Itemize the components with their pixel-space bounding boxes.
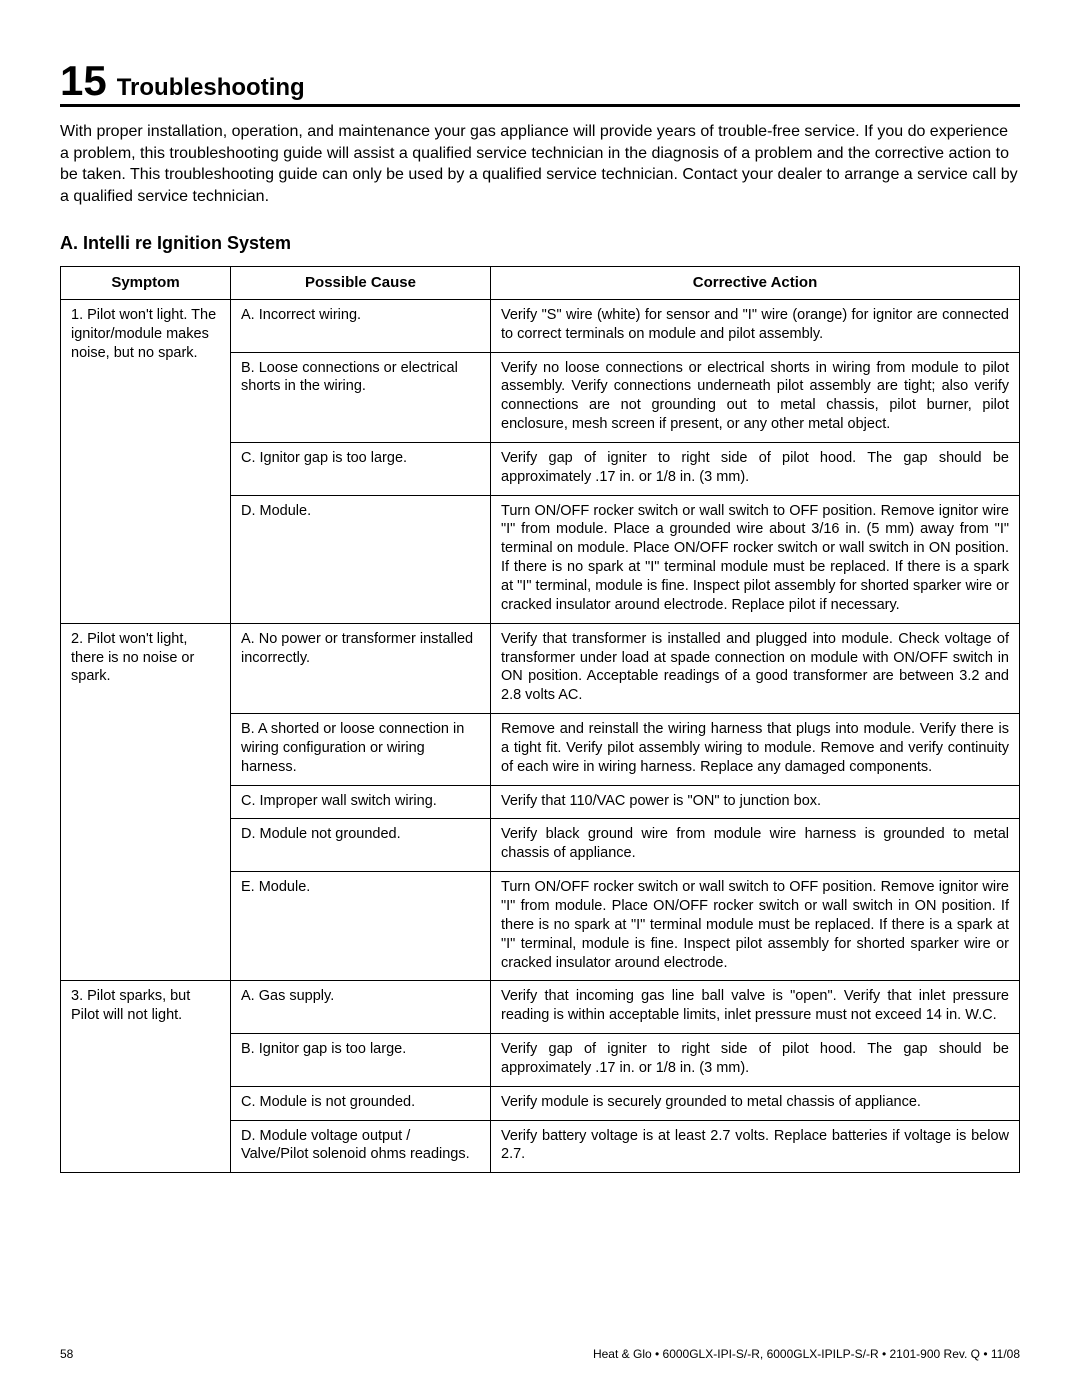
cause-cell: B. Ignitor gap is too large. [231,1034,491,1087]
cause-cell: D. Module not grounded. [231,819,491,872]
symptom-cell: 1. Pilot won't light. The ignitor/module… [61,299,231,623]
section-a-heading: A. Intelli re Ignition System [60,233,1020,254]
chapter-number: 15 [60,60,107,102]
cause-cell: B. Loose connections or electrical short… [231,352,491,442]
cause-cell: C. Improper wall switch wiring. [231,785,491,819]
action-cell: Verify battery voltage is at least 2.7 v… [491,1120,1020,1173]
symptom-cell: 3. Pilot sparks, but Pilot will not ligh… [61,981,231,1173]
action-cell: Remove and reinstall the wiring harness … [491,714,1020,786]
cause-cell: A. No power or transformer installed inc… [231,623,491,713]
action-cell: Verify that 110/VAC power is "ON" to jun… [491,785,1020,819]
cause-cell: A. Gas supply. [231,981,491,1034]
action-cell: Verify that incoming gas line ball valve… [491,981,1020,1034]
troubleshooting-table: Symptom Possible Cause Corrective Action… [60,266,1020,1173]
chapter-header: 15 Troubleshooting [60,60,1020,107]
action-cell: Verify gap of igniter to right side of p… [491,442,1020,495]
table-row: 1. Pilot won't light. The ignitor/module… [61,299,1020,352]
col-header-action: Corrective Action [491,267,1020,300]
cause-cell: B. A shorted or loose connection in wiri… [231,714,491,786]
cause-cell: D. Module voltage output / Valve/Pilot s… [231,1120,491,1173]
table-row: 3. Pilot sparks, but Pilot will not ligh… [61,981,1020,1034]
cause-cell: C. Ignitor gap is too large. [231,442,491,495]
chapter-title: Troubleshooting [117,74,305,102]
page-number: 58 [60,1347,73,1361]
page-footer: 58 Heat & Glo • 6000GLX-IPI-S/-R, 6000GL… [60,1347,1020,1361]
doc-info: Heat & Glo • 6000GLX-IPI-S/-R, 6000GLX-I… [593,1347,1020,1361]
col-header-cause: Possible Cause [231,267,491,300]
action-cell: Turn ON/OFF rocker switch or wall switch… [491,495,1020,623]
action-cell: Turn ON/OFF rocker switch or wall switch… [491,872,1020,981]
cause-cell: C. Module is not grounded. [231,1086,491,1120]
action-cell: Verify black ground wire from module wir… [491,819,1020,872]
action-cell: Verify no loose connections or electrica… [491,352,1020,442]
action-cell: Verify module is securely grounded to me… [491,1086,1020,1120]
action-cell: Verify "S" wire (white) for sensor and "… [491,299,1020,352]
intro-paragraph: With proper installation, operation, and… [60,121,1020,207]
cause-cell: E. Module. [231,872,491,981]
cause-cell: A. Incorrect wiring. [231,299,491,352]
col-header-symptom: Symptom [61,267,231,300]
action-cell: Verify that transformer is installed and… [491,623,1020,713]
action-cell: Verify gap of igniter to right side of p… [491,1034,1020,1087]
cause-cell: D. Module. [231,495,491,623]
symptom-cell: 2. Pilot won't light, there is no noise … [61,623,231,981]
table-row: 2. Pilot won't light, there is no noise … [61,623,1020,713]
